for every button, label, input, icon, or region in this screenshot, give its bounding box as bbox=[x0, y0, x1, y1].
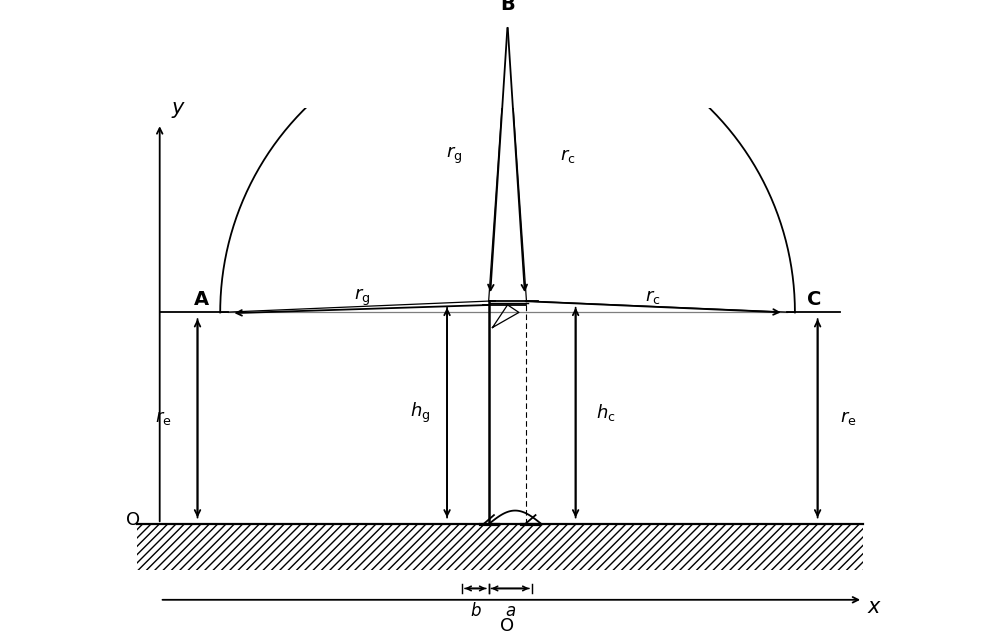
Text: A: A bbox=[194, 289, 209, 309]
Text: $r_{\rm g}$: $r_{\rm g}$ bbox=[354, 287, 370, 308]
Text: $r_{\rm g}$: $r_{\rm g}$ bbox=[446, 145, 463, 166]
Text: C: C bbox=[807, 289, 821, 309]
Text: $h_{\rm g}$: $h_{\rm g}$ bbox=[410, 401, 431, 425]
Text: B: B bbox=[500, 0, 515, 13]
Text: b: b bbox=[470, 602, 481, 620]
Text: O: O bbox=[126, 511, 140, 529]
Text: $h_{\rm c}$: $h_{\rm c}$ bbox=[596, 402, 616, 423]
Text: $y$: $y$ bbox=[171, 100, 186, 119]
Text: O: O bbox=[500, 617, 515, 635]
Text: $r_{\rm e}$: $r_{\rm e}$ bbox=[840, 410, 856, 427]
Bar bbox=[137, 524, 863, 569]
Text: $r_{\rm e}$: $r_{\rm e}$ bbox=[155, 410, 172, 427]
Text: $r_{\rm c}$: $r_{\rm c}$ bbox=[645, 288, 661, 306]
Text: $x$: $x$ bbox=[867, 597, 882, 617]
Text: a: a bbox=[505, 602, 515, 620]
Text: $r_{\rm c}$: $r_{\rm c}$ bbox=[560, 146, 576, 164]
